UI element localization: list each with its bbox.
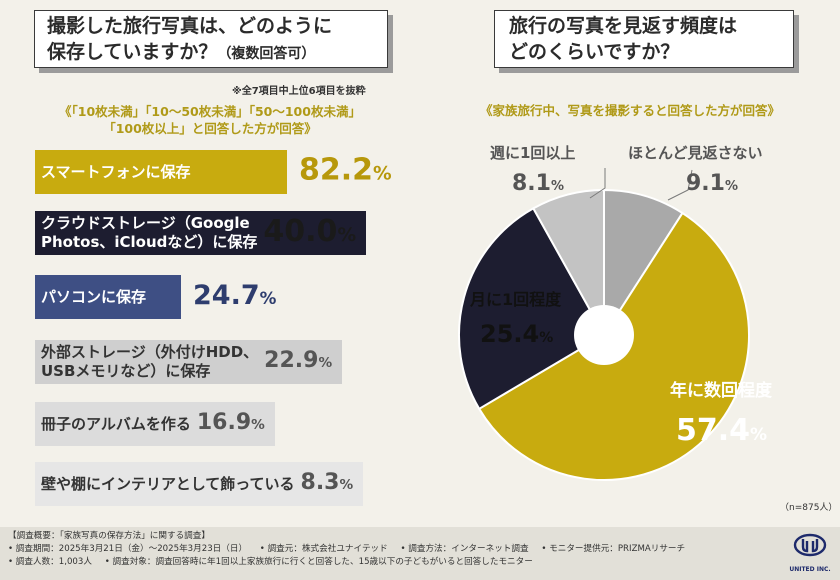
footer-period: • 調査期間：2025年3月21日（金）～2025年3月23日（日） [8, 544, 248, 554]
question-suffix: （複数回答可） [217, 46, 316, 62]
footer-title: 【調査概要：「家族写真の保存方法」に関する調査】 [8, 531, 210, 541]
question-line-1: 旅行の写真を見返す頻度は [509, 15, 738, 37]
united-logo-icon [793, 533, 827, 557]
note-text: ※全7項目中上位6項目を抜粋 [232, 86, 366, 97]
value-weekly-unit: % [551, 179, 564, 194]
value-rarely-number: 9.1 [686, 171, 725, 196]
question-box-frequency: 旅行の写真を見返す頻度は どのくらいですか？ [494, 10, 794, 68]
bar-label-line-2: USBメモリなど）に保存 [41, 362, 211, 380]
bar-value-unit: % [251, 417, 265, 433]
bar-value-number: 40.0 [263, 213, 338, 249]
left-panel: 撮影した旅行写真は、どのように 保存していますか？（複数回答可） ※全7項目中上… [0, 0, 420, 530]
bar-label: クラウドストレージ（Google Photos、iCloudなど）に保存 [41, 214, 257, 252]
bar-6: 壁や棚にインテリアとして飾っている 8.3% [35, 462, 364, 506]
bar-value: 24.7% [193, 282, 277, 309]
value-few-per-year-unit: % [750, 425, 767, 445]
bar-value-unit: % [337, 224, 357, 246]
logo-text: UNITED INC. [789, 566, 831, 573]
value-rarely: 9.1% [686, 171, 738, 196]
bar-value: 82.2% [299, 155, 392, 185]
bar-5: 冊子のアルバムを作る 16.9% [35, 402, 275, 446]
value-rarely-unit: % [725, 179, 738, 194]
right-panel: 旅行の写真を見返す頻度は どのくらいですか？ 《家族旅行中、写真を撮影すると回答… [420, 0, 840, 530]
donut-chart: 週に1回以上 8.1% ほとんど見返さない 9.1% 月に1回程度 25.4% … [458, 144, 837, 513]
bar-value-number: 16.9 [196, 410, 252, 435]
bar-value-unit: % [373, 163, 392, 185]
footer-row-3: • 調査人数：1,003人 • 調査対象：調査回答時に年1回以上家族旅行に行くと… [8, 556, 832, 569]
bar-value-number: 82.2 [299, 152, 374, 188]
bar-label-line-1: 壁や棚にインテリアとして飾っている [41, 474, 295, 493]
leader-line-weekly [589, 168, 606, 199]
filter-text: 《家族旅行中、写真を撮影すると回答した方が回答》 [479, 103, 780, 118]
sample-size: （n=875人） [780, 502, 837, 513]
question-box-storage: 撮影した旅行写真は、どのように 保存していますか？（複数回答可） [34, 10, 388, 68]
bar-value: 8.3% [300, 470, 354, 495]
label-few-per-year: 年に数回程度 [670, 380, 773, 401]
bar-label-line-1: スマートフォンに保存 [41, 162, 191, 181]
label-monthly: 月に1回程度 [469, 290, 562, 309]
footer-org: • 調査元：株式会社ユナイテッド [259, 544, 388, 554]
bar-value-number: 8.3 [300, 470, 340, 495]
bar-value-unit: % [318, 355, 333, 371]
filter-line-1: 《「10枚未満」「10～50枚未満」「50～100枚未満」 [59, 104, 361, 119]
bar-label-line-1: パソコンに保存 [41, 287, 147, 306]
question-line-2: 保存していますか？ [47, 41, 218, 63]
bar-value-number: 24.7 [193, 280, 260, 311]
donut-hole [574, 305, 634, 365]
bar-value: 22.9% [264, 348, 333, 373]
bar-1: スマートフォンに保存 82.2% [35, 150, 392, 194]
bar-label: 壁や棚にインテリアとして飾っている [41, 475, 295, 494]
bar-label: パソコンに保存 [41, 288, 146, 307]
bar-label-line-1: クラウドストレージ（Google [41, 214, 250, 232]
footer-provider: • モニター提供元：PRIZMAリサーチ [541, 544, 686, 554]
slice-monthly [458, 207, 606, 411]
filter-text: 《「10枚未満」「10～50枚未満」「50～100枚未満」 「100枚以上」と回… [20, 103, 400, 137]
bar-label-line-1: 外部ストレージ（外付けHDD、 [41, 343, 259, 361]
value-few-per-year-number: 57.4 [676, 413, 750, 448]
value-monthly-unit: % [539, 330, 553, 346]
filter-line-2: 「100枚以上」と回答した方が回答》 [103, 121, 317, 136]
value-few-per-year: 57.4% [676, 413, 767, 448]
bar-value-unit: % [339, 477, 354, 493]
united-logo: UNITED INC. [788, 532, 832, 576]
leader-line-rarely [667, 169, 693, 201]
value-monthly-number: 25.4 [480, 320, 539, 348]
bar-label: 外部ストレージ（外付けHDD、 USBメモリなど）に保存 [41, 343, 258, 381]
bar-value-unit: % [259, 288, 277, 308]
value-monthly: 25.4% [480, 320, 553, 348]
slice-weekly [531, 188, 605, 339]
footer-row-2: • 調査期間：2025年3月21日（金）～2025年3月23日（日） • 調査元… [8, 543, 832, 556]
bar-label: スマートフォンに保存 [41, 163, 191, 182]
value-weekly-number: 8.1 [512, 171, 551, 196]
bar-3: パソコンに保存 24.7% [35, 275, 276, 319]
bar-4: 外部ストレージ（外付けHDD、 USBメモリなど）に保存 22.9% [35, 340, 343, 384]
question-line-1: 撮影した旅行写真は、どのように [47, 15, 333, 37]
bar-value: 16.9% [196, 410, 265, 435]
bar-label-line-2: Photos、iCloudなど）に保存 [41, 233, 258, 251]
label-weekly: 週に1回以上 [490, 144, 575, 162]
value-weekly: 8.1% [512, 171, 564, 196]
question-line-2-wrap: 保存していますか？（複数回答可） [47, 39, 375, 67]
slice-rarely [603, 188, 684, 339]
bar-2: クラウドストレージ（Google Photos、iCloudなど）に保存 40.0% [35, 211, 367, 255]
survey-footer: 【調査概要：「家族写真の保存方法」に関する調査】 • 調査期間：2025年3月2… [0, 527, 840, 580]
footer-count: • 調査人数：1,003人 [8, 557, 92, 567]
label-rarely: ほとんど見返さない [628, 144, 763, 162]
bar-value: 40.0% [263, 216, 357, 246]
bar-value-number: 22.9 [264, 348, 319, 373]
question-line-2: どのくらいですか？ [509, 41, 680, 63]
footer-target: • 調査対象：調査回答時に年1回以上家族旅行に行くと回答した、15歳以下の子ども… [104, 557, 533, 567]
bar-label-line-1: 冊子のアルバムを作る [41, 414, 191, 433]
bar-label: 冊子のアルバムを作る [41, 415, 191, 434]
footer-method: • 調査方法：インターネット調査 [400, 544, 529, 554]
